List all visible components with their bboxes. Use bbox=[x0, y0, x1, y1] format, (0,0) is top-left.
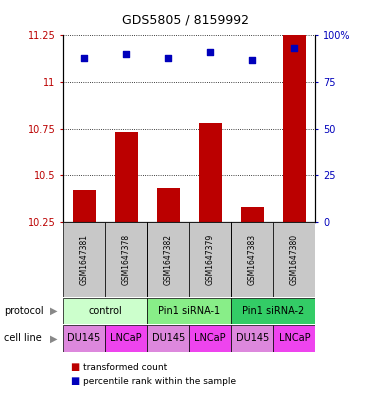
Point bbox=[165, 55, 171, 61]
Text: LNCaP: LNCaP bbox=[279, 333, 310, 343]
Text: DU145: DU145 bbox=[236, 333, 269, 343]
Bar bbox=[189, 325, 231, 352]
Bar bbox=[73, 190, 96, 222]
Bar bbox=[241, 207, 264, 222]
Text: GSM1647383: GSM1647383 bbox=[248, 234, 257, 285]
Bar bbox=[189, 222, 231, 297]
Bar bbox=[105, 325, 147, 352]
Point bbox=[123, 51, 129, 57]
Text: ■: ■ bbox=[70, 376, 80, 386]
Text: protocol: protocol bbox=[4, 306, 43, 316]
Point bbox=[249, 57, 255, 63]
Bar bbox=[283, 35, 306, 222]
Text: ▶: ▶ bbox=[50, 333, 58, 343]
Text: DU145: DU145 bbox=[152, 333, 185, 343]
Text: LNCaP: LNCaP bbox=[194, 333, 226, 343]
Text: LNCaP: LNCaP bbox=[110, 333, 142, 343]
Text: GSM1647379: GSM1647379 bbox=[206, 234, 215, 285]
Text: cell line: cell line bbox=[4, 333, 42, 343]
Bar bbox=[157, 189, 180, 222]
Bar bbox=[105, 222, 147, 297]
Bar bbox=[147, 325, 189, 352]
Bar bbox=[63, 325, 105, 352]
Bar bbox=[231, 325, 273, 352]
Text: transformed count: transformed count bbox=[83, 363, 168, 372]
Text: GSM1647382: GSM1647382 bbox=[164, 234, 173, 285]
Text: ▶: ▶ bbox=[50, 306, 58, 316]
Text: Pin1 siRNA-1: Pin1 siRNA-1 bbox=[158, 306, 220, 316]
Bar bbox=[147, 222, 189, 297]
Text: Pin1 siRNA-2: Pin1 siRNA-2 bbox=[242, 306, 305, 316]
Text: ■: ■ bbox=[70, 362, 80, 373]
Bar bbox=[231, 222, 273, 297]
Point bbox=[81, 55, 87, 61]
Text: GSM1647381: GSM1647381 bbox=[80, 234, 89, 285]
Text: GSM1647380: GSM1647380 bbox=[290, 234, 299, 285]
Text: DU145: DU145 bbox=[68, 333, 101, 343]
Text: GDS5805 / 8159992: GDS5805 / 8159992 bbox=[122, 14, 249, 27]
Bar bbox=[273, 325, 315, 352]
Bar bbox=[273, 222, 315, 297]
Point bbox=[207, 49, 213, 55]
Point bbox=[291, 45, 297, 51]
Bar bbox=[115, 132, 138, 222]
Bar bbox=[231, 298, 315, 324]
Text: GSM1647378: GSM1647378 bbox=[122, 234, 131, 285]
Bar bbox=[198, 123, 222, 222]
Text: percentile rank within the sample: percentile rank within the sample bbox=[83, 377, 237, 386]
Text: control: control bbox=[88, 306, 122, 316]
Bar bbox=[63, 222, 105, 297]
Bar bbox=[147, 298, 231, 324]
Bar bbox=[63, 298, 147, 324]
